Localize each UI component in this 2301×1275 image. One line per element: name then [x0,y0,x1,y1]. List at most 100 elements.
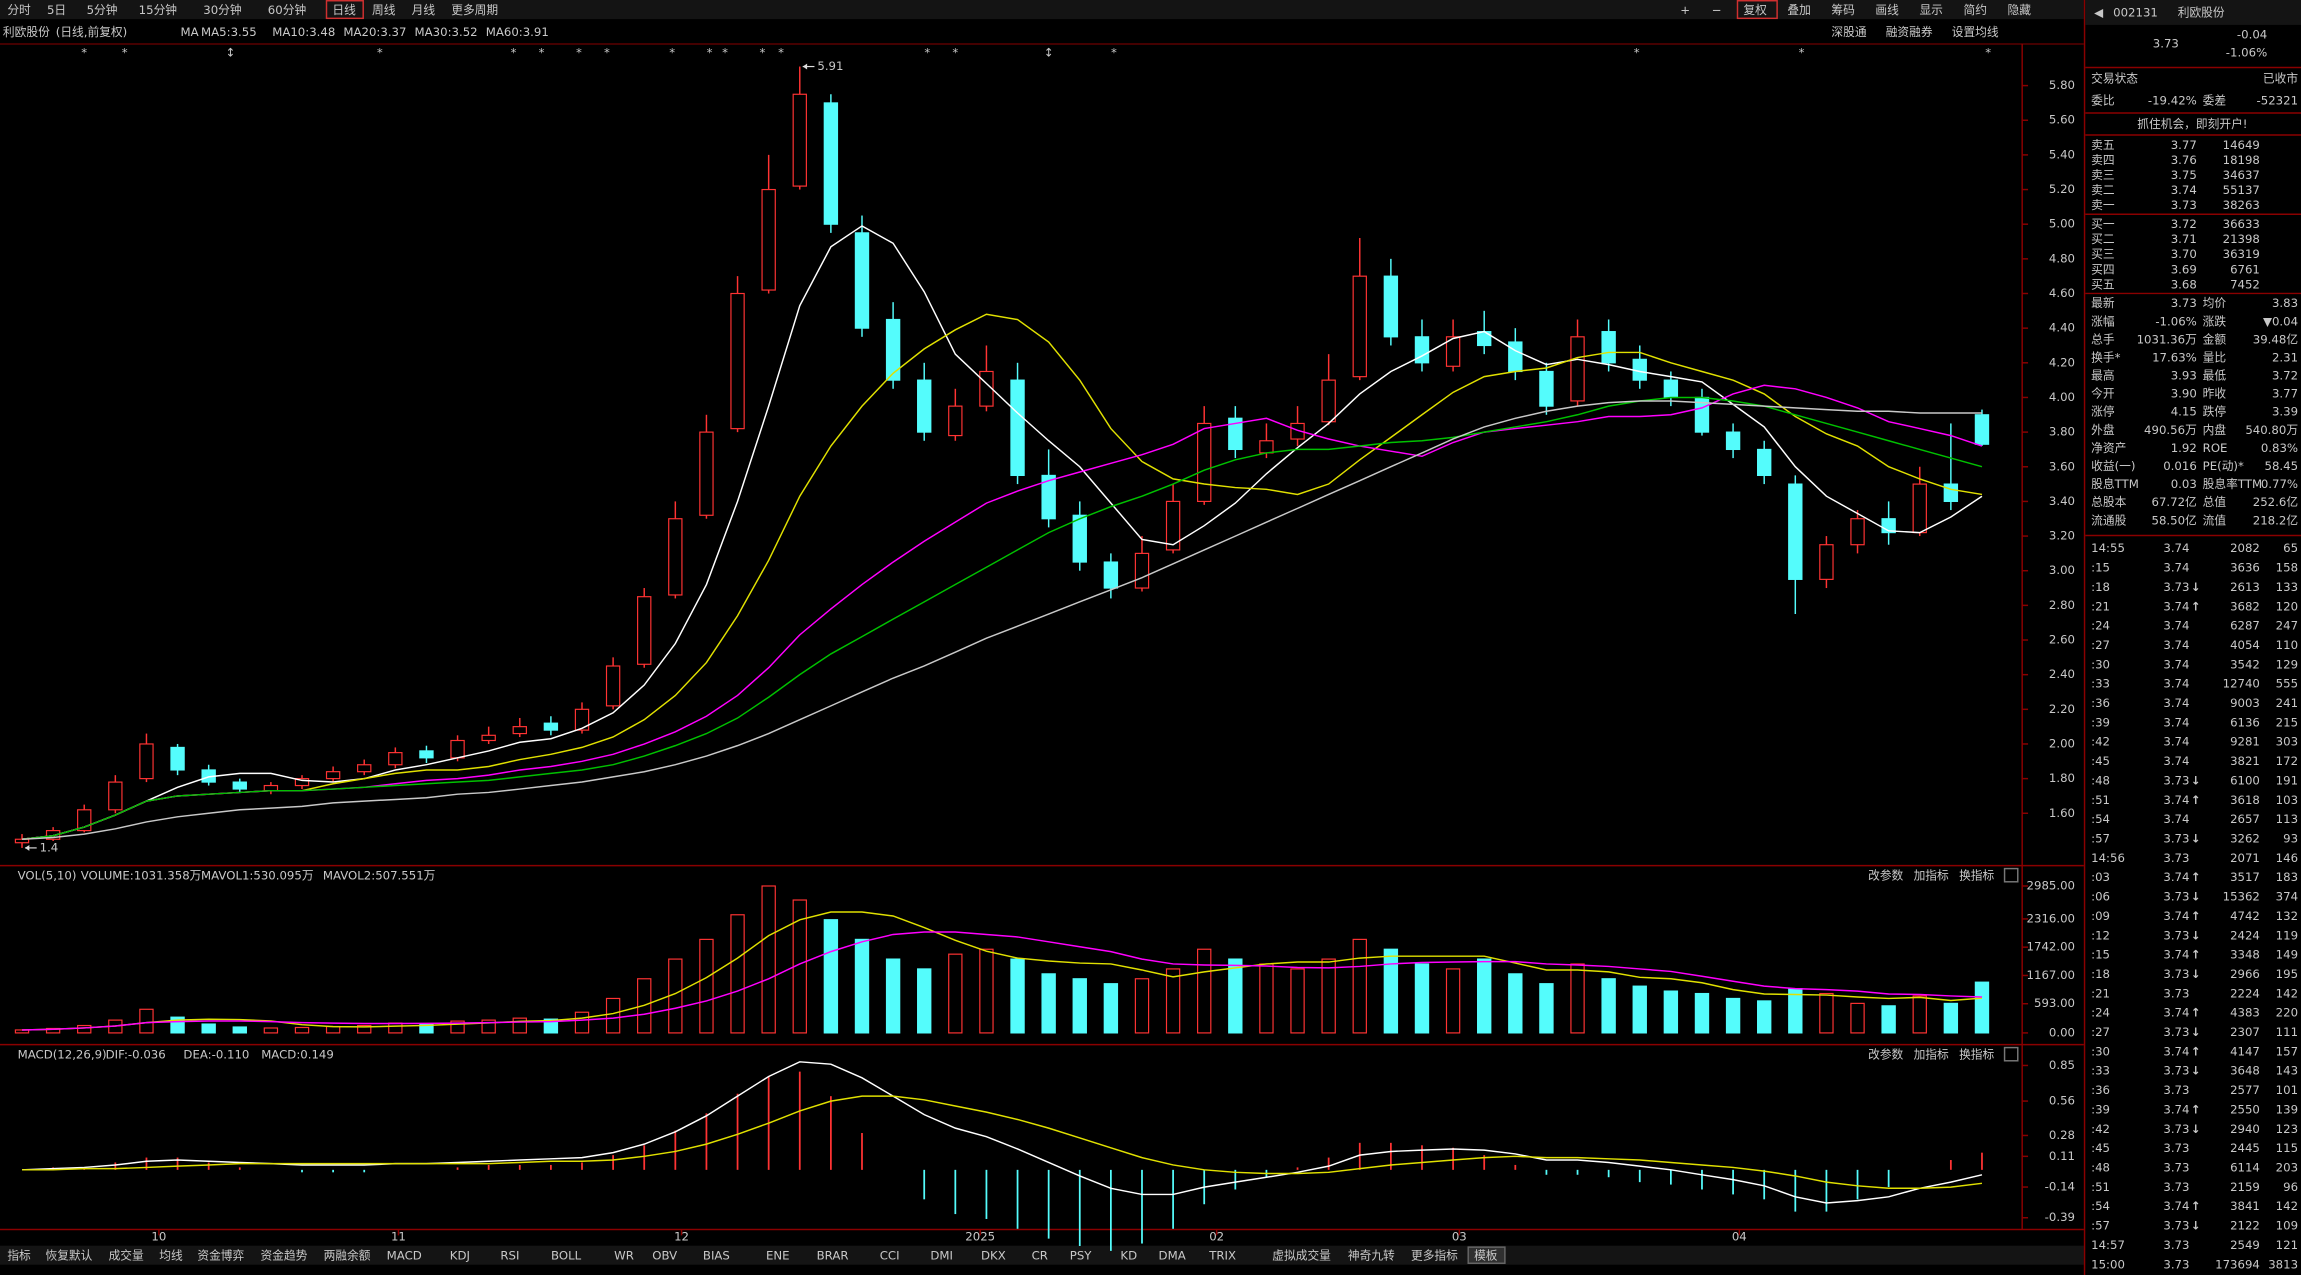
event-mark[interactable]: * [377,45,383,59]
event-mark[interactable]: * [952,45,958,59]
volume-bar [357,1024,372,1034]
indicator-tab[interactable]: BIAS [703,1248,730,1262]
period-tab[interactable]: 月线 [412,3,436,17]
event-mark[interactable]: * [1634,45,1640,59]
indicator-tab[interactable]: ENE [766,1248,790,1262]
tool-button[interactable]: 简约 [1963,3,1986,17]
event-mark[interactable]: * [722,45,728,59]
tool-button[interactable]: − [1712,3,1722,17]
panel-title: MACD(12,26,9) [18,1047,107,1061]
indicator-tab[interactable]: 两融余额 [324,1248,371,1262]
tool-button[interactable]: 显示 [1919,3,1943,17]
indicator-tab[interactable]: DKX [981,1248,1006,1262]
y-tick-label: 3.60 [2049,459,2075,473]
info-link[interactable]: 融资融券 [1886,25,1933,39]
indicator-tab[interactable]: 更多指标 [1411,1248,1458,1262]
indicator-tab[interactable]: 成交量 [109,1248,144,1262]
indicator-tab[interactable]: 模板 [1474,1248,1498,1262]
event-mark[interactable]: ↕ [1044,45,1054,59]
indicator-tab[interactable]: DMA [1159,1248,1186,1262]
period-tab[interactable]: 30分钟 [203,3,241,17]
indicator-tab[interactable]: TRIX [1208,1248,1236,1262]
event-mark[interactable]: * [1111,45,1117,59]
indicator-tab[interactable]: 均线 [159,1248,183,1262]
indicator-tab[interactable]: 指标 [7,1248,31,1262]
period-tab[interactable]: 5分钟 [87,3,118,17]
indicator-tab[interactable]: 资金博弈 [197,1248,244,1262]
indicator-tab[interactable]: BRAR [817,1248,849,1262]
event-mark[interactable]: * [539,45,545,59]
stat-label: 最新 [2091,296,2115,310]
stat-value: 490.56万 [2144,423,2197,437]
volume-bar [730,914,745,1034]
panel-tool[interactable]: 改参数 [1868,868,1903,882]
stat-value: 540.80万 [2245,423,2298,437]
tick-count: 120 [2276,599,2298,613]
tool-button[interactable]: 叠加 [1787,3,1810,17]
event-mark[interactable]: * [924,45,930,59]
stat-label: 股息率TTM [2203,477,2262,491]
event-mark[interactable]: * [122,45,128,59]
tick-time: :15 [2091,948,2110,962]
period-tab[interactable]: 分时 [7,3,31,17]
event-mark[interactable]: * [760,45,766,59]
tool-button[interactable]: 复权 [1743,3,1767,17]
event-mark[interactable]: * [1799,45,1805,59]
close-button[interactable] [2003,1046,2019,1062]
period-tab[interactable]: 15分钟 [139,3,177,17]
candle-body [605,665,621,707]
panel-tool[interactable]: 加指标 [1914,868,1949,882]
event-mark[interactable]: * [604,45,610,59]
indicator-tab[interactable]: 神奇九转 [1348,1248,1395,1262]
tool-button[interactable]: 筹码 [1831,3,1855,17]
back-arrow[interactable]: ◀ [2094,6,2103,20]
event-mark[interactable]: * [707,45,713,59]
indicator-tab[interactable]: MACD [387,1248,422,1262]
event-mark[interactable]: * [1985,45,1991,59]
indicator-tab[interactable]: BOLL [551,1248,582,1262]
indicator-tab[interactable]: WR [614,1248,634,1262]
volume-bar [574,1011,590,1034]
promo-link[interactable]: 抓住机会，即刻开户! [2137,117,2247,131]
period-tab[interactable]: 60分钟 [268,3,306,17]
volume-bar [1725,997,1741,1034]
tick-volume: 3821 [2230,754,2260,768]
indicator-tab[interactable]: 虚拟成交量 [1272,1248,1331,1262]
tool-button[interactable]: 隐藏 [2008,3,2032,17]
indicator-tab[interactable]: CCI [880,1248,900,1262]
indicator-tab[interactable]: OBV [652,1248,677,1262]
panel-tool[interactable]: 换指标 [1959,868,1994,882]
indicator-tab[interactable]: KDJ [450,1248,470,1262]
indicator-tab[interactable]: 恢复默认 [45,1248,92,1262]
period-tab[interactable]: 更多周期 [451,3,498,17]
book-volume: 14649 [2223,138,2260,152]
panel-tool[interactable]: 换指标 [1959,1047,1994,1061]
panel-tool[interactable]: 改参数 [1868,1047,1903,1061]
book-price: 3.77 [2171,138,2197,152]
indicator-tab[interactable]: PSY [1070,1248,1093,1262]
indicator-tab[interactable]: RSI [500,1248,519,1262]
tool-button[interactable]: + [1680,3,1690,17]
period-tab[interactable]: 周线 [372,3,396,17]
info-link[interactable]: 设置均线 [1952,25,1999,39]
event-mark[interactable]: * [778,45,784,59]
stat-value: 39.48亿 [2253,332,2298,346]
period-tab[interactable]: 日线 [332,3,356,17]
info-link[interactable]: 深股通 [1831,25,1866,39]
close-button[interactable] [2003,867,2019,883]
panel-tool[interactable]: 加指标 [1914,1047,1949,1061]
indicator-tab[interactable]: CR [1032,1248,1048,1262]
event-mark[interactable]: ↕ [226,45,236,59]
indicator-tab[interactable]: DMI [930,1248,953,1262]
candle-body [450,739,465,759]
indicator-tab[interactable]: 资金趋势 [260,1248,307,1262]
event-mark[interactable]: * [576,45,582,59]
period-tab[interactable]: 5日 [47,3,66,17]
volume-bar [232,1026,247,1034]
indicator-tab[interactable]: KD [1120,1248,1137,1262]
book-volume: 6761 [2230,262,2260,276]
event-mark[interactable]: * [81,45,87,59]
event-mark[interactable]: * [511,45,517,59]
tool-button[interactable]: 画线 [1875,3,1899,17]
event-mark[interactable]: * [669,45,675,59]
